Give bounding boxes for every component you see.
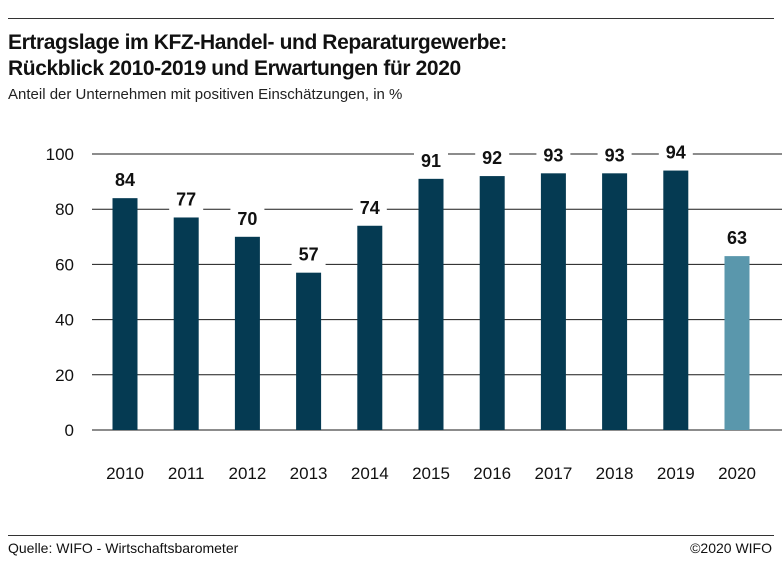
bar: [540, 173, 566, 430]
data-label: 57: [299, 245, 319, 265]
bar: [602, 173, 628, 430]
data-label-background: [230, 207, 265, 230]
title-line-2: Rückblick 2010-2019 und Erwartungen für …: [8, 57, 461, 80]
bar: [479, 176, 505, 430]
source-note: Quelle: WIFO - Wirtschaftsbarometer: [8, 540, 239, 556]
data-label: 93: [543, 145, 563, 165]
bottom-rule: [8, 535, 774, 536]
bar: [724, 256, 750, 430]
data-label-background: [658, 141, 693, 164]
data-label-background: [169, 188, 204, 211]
y-tick-label: 60: [55, 255, 74, 274]
data-label: 74: [360, 198, 380, 218]
x-tick-label: 2020: [718, 464, 756, 483]
data-label-background: [536, 144, 571, 167]
data-label: 91: [421, 151, 441, 171]
y-tick-label: 20: [55, 366, 74, 385]
data-label-background: [414, 149, 448, 172]
x-tick-label: 2019: [657, 464, 695, 483]
bar: [112, 198, 138, 430]
data-label: 63: [727, 228, 747, 248]
bar: [296, 272, 322, 430]
title-line-1: Ertragslage im KFZ-Handel- und Reparatur…: [8, 31, 507, 54]
y-tick-label: 80: [55, 200, 74, 219]
x-tick-label: 2010: [106, 464, 144, 483]
chart-subtitle: Anteil der Unternehmen mit positiven Ein…: [8, 86, 403, 103]
x-tick-label: 2018: [596, 464, 634, 483]
copyright-note: ©2020 WIFO: [690, 540, 772, 556]
bar: [357, 225, 383, 430]
data-label: 93: [605, 145, 625, 165]
data-label-background: [291, 243, 326, 266]
bar: [418, 178, 444, 430]
data-label: 77: [176, 189, 196, 209]
data-label-background: [108, 169, 142, 192]
y-tick-label: 40: [55, 311, 74, 330]
x-tick-label: 2017: [534, 464, 572, 483]
y-tick-label: 0: [65, 421, 74, 440]
y-tick-label: 100: [46, 145, 74, 164]
x-tick-label: 2012: [228, 464, 266, 483]
data-label: 94: [666, 143, 686, 163]
bar: [663, 170, 689, 430]
data-label-background: [352, 196, 387, 219]
data-label-background: [475, 147, 510, 170]
bar: [173, 217, 199, 430]
data-label: 84: [115, 170, 135, 190]
x-tick-label: 2011: [168, 464, 205, 483]
chart-title: Ertragslage im KFZ-Handel- und Reparatur…: [8, 30, 507, 82]
x-tick-label: 2014: [351, 464, 389, 483]
top-rule: [8, 18, 774, 19]
data-label-background: [597, 144, 632, 167]
bar: [234, 236, 260, 430]
data-label: 70: [237, 209, 257, 229]
data-label-background: [720, 227, 754, 250]
x-tick-label: 2013: [290, 464, 328, 483]
x-tick-label: 2016: [473, 464, 511, 483]
data-label: 92: [482, 148, 502, 168]
x-tick-label: 2015: [412, 464, 450, 483]
